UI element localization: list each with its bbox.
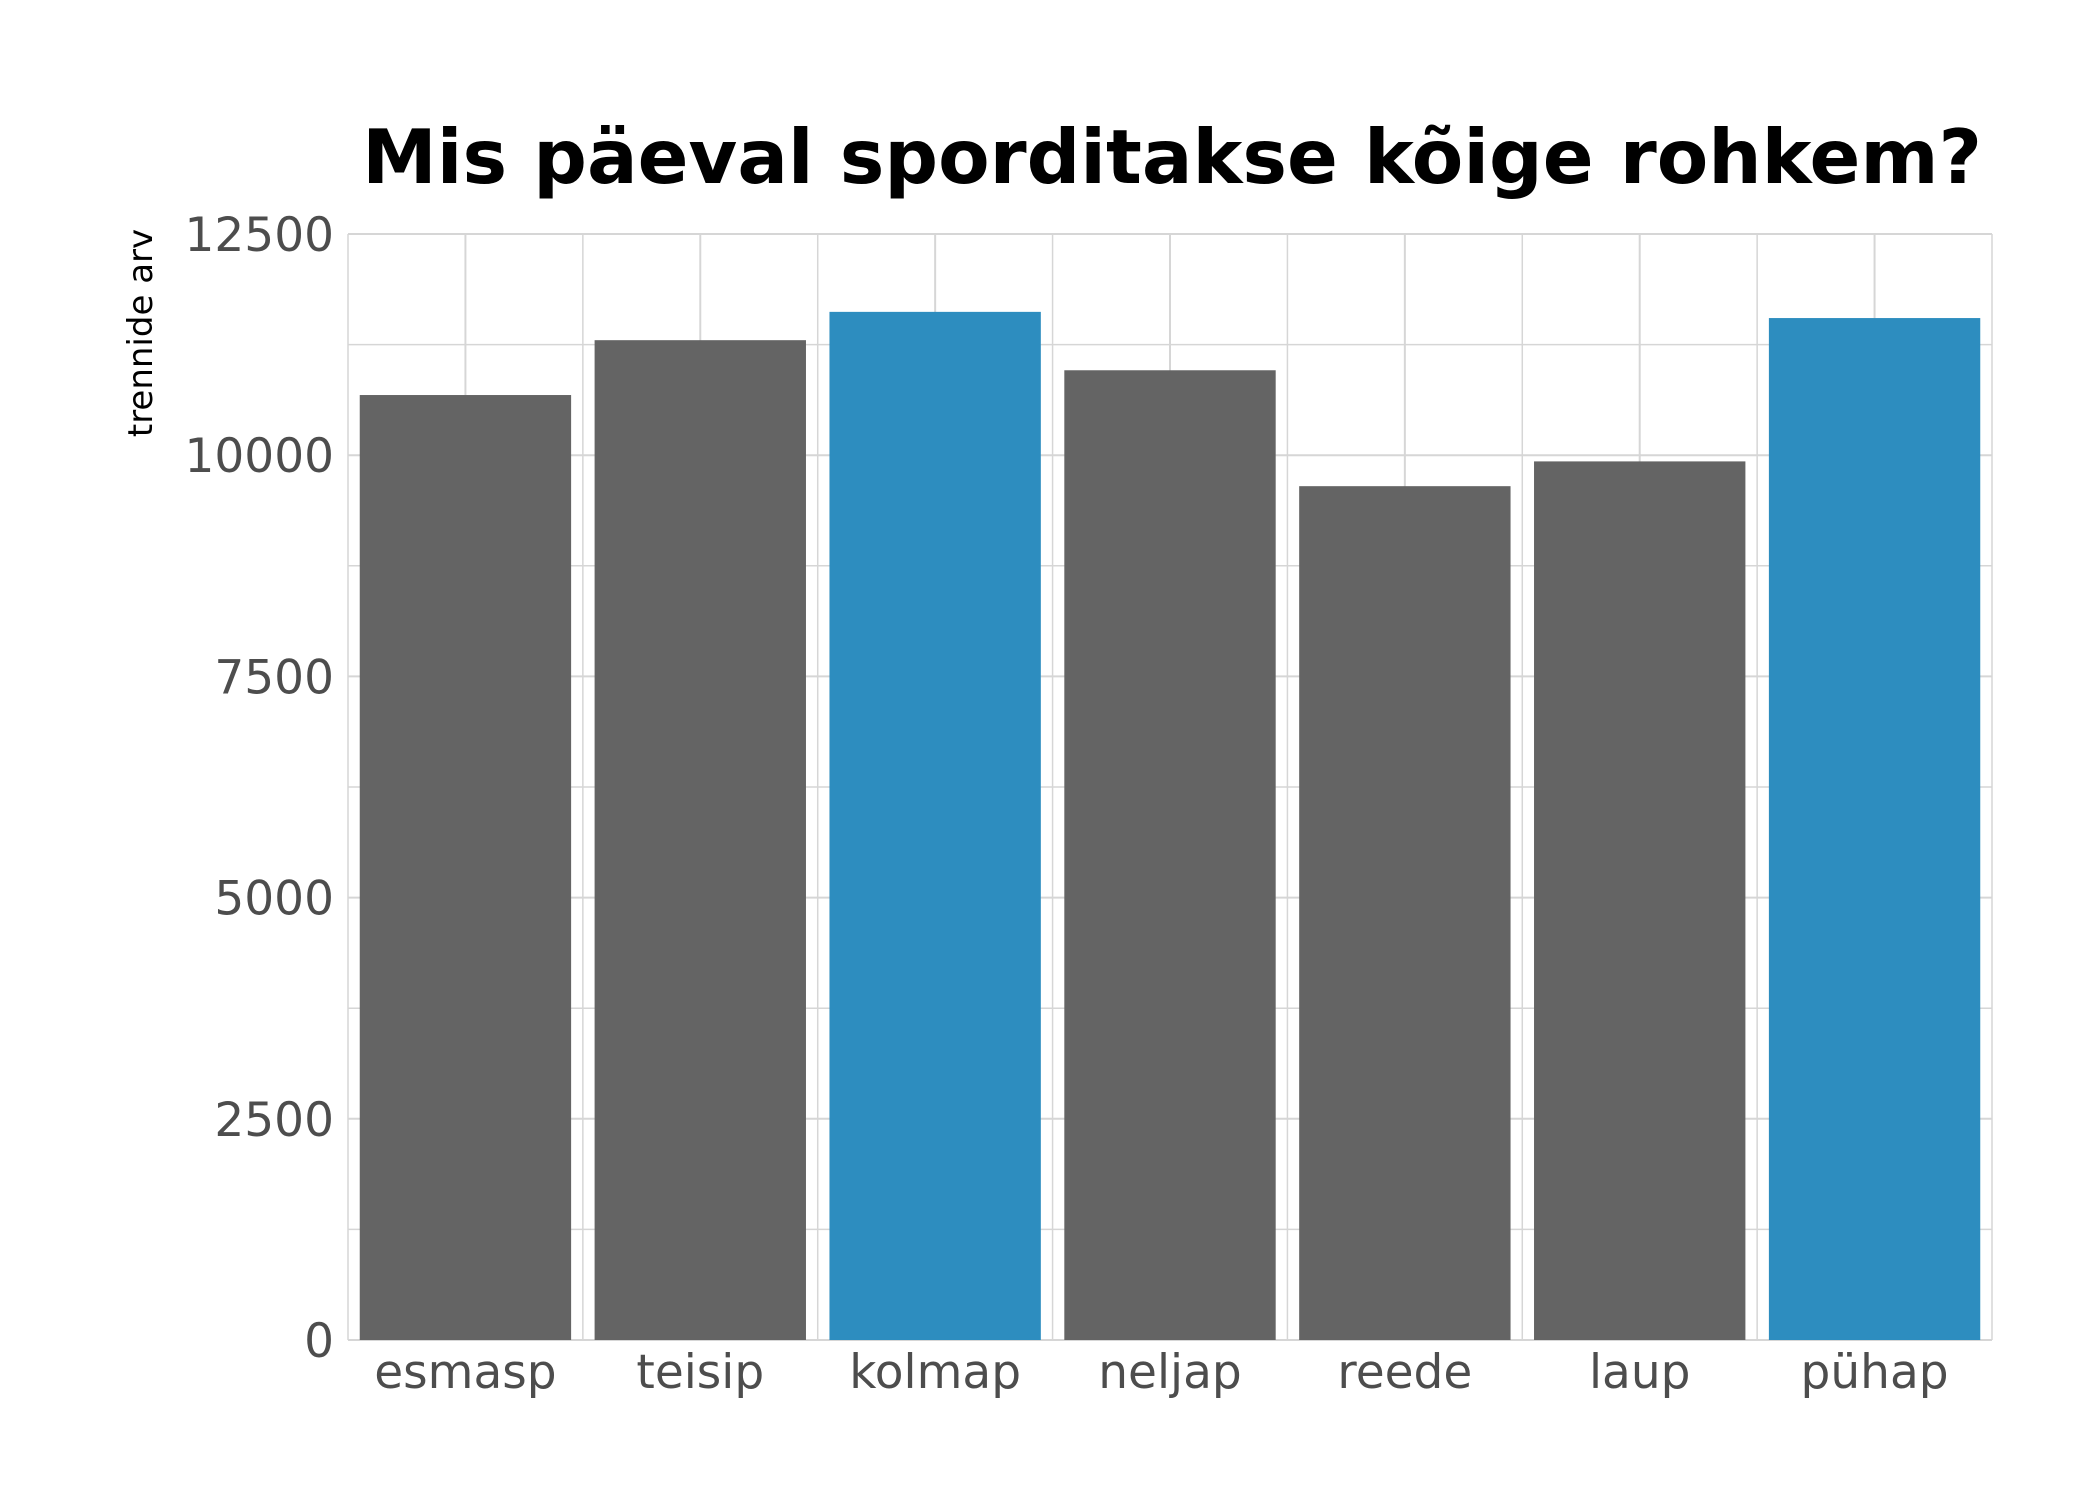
y-tick-label: 7500: [214, 650, 334, 705]
x-tick-label: pühap: [1801, 1345, 1949, 1400]
x-axis-ticks: esmasp teisip kolmap neljap reede laup pühap: [374, 1345, 1948, 1400]
x-tick-label: neljap: [1098, 1345, 1241, 1400]
x-tick-label: kolmap: [849, 1345, 1021, 1400]
bar-pühap: [1768, 318, 1981, 1340]
bar-neljap: [1064, 370, 1276, 1341]
y-axis-label: trennide arv: [121, 229, 161, 437]
x-tick-label: laup: [1589, 1345, 1690, 1400]
bar-laup: [1534, 461, 1746, 1341]
y-tick-label: 5000: [214, 872, 334, 927]
bar-reede: [1299, 486, 1511, 1341]
x-tick-label: teisip: [636, 1345, 764, 1400]
y-axis-ticks: 0 2500 5000 7500 10000 12500: [184, 208, 334, 1369]
y-tick-label: 10000: [184, 429, 334, 484]
bar-teisip: [594, 340, 806, 1340]
chart-title: Mis päeval sporditakse kõige rohkem?: [362, 113, 1982, 201]
bar-esmasp: [359, 395, 572, 1341]
y-tick-label: 12500: [184, 208, 334, 263]
y-tick-label: 0: [304, 1314, 334, 1369]
x-tick-label: reede: [1337, 1345, 1472, 1400]
bar-kolmap: [829, 311, 1041, 1340]
x-tick-label: esmasp: [374, 1345, 556, 1400]
y-tick-label: 2500: [214, 1093, 334, 1148]
bars: [359, 311, 1981, 1341]
